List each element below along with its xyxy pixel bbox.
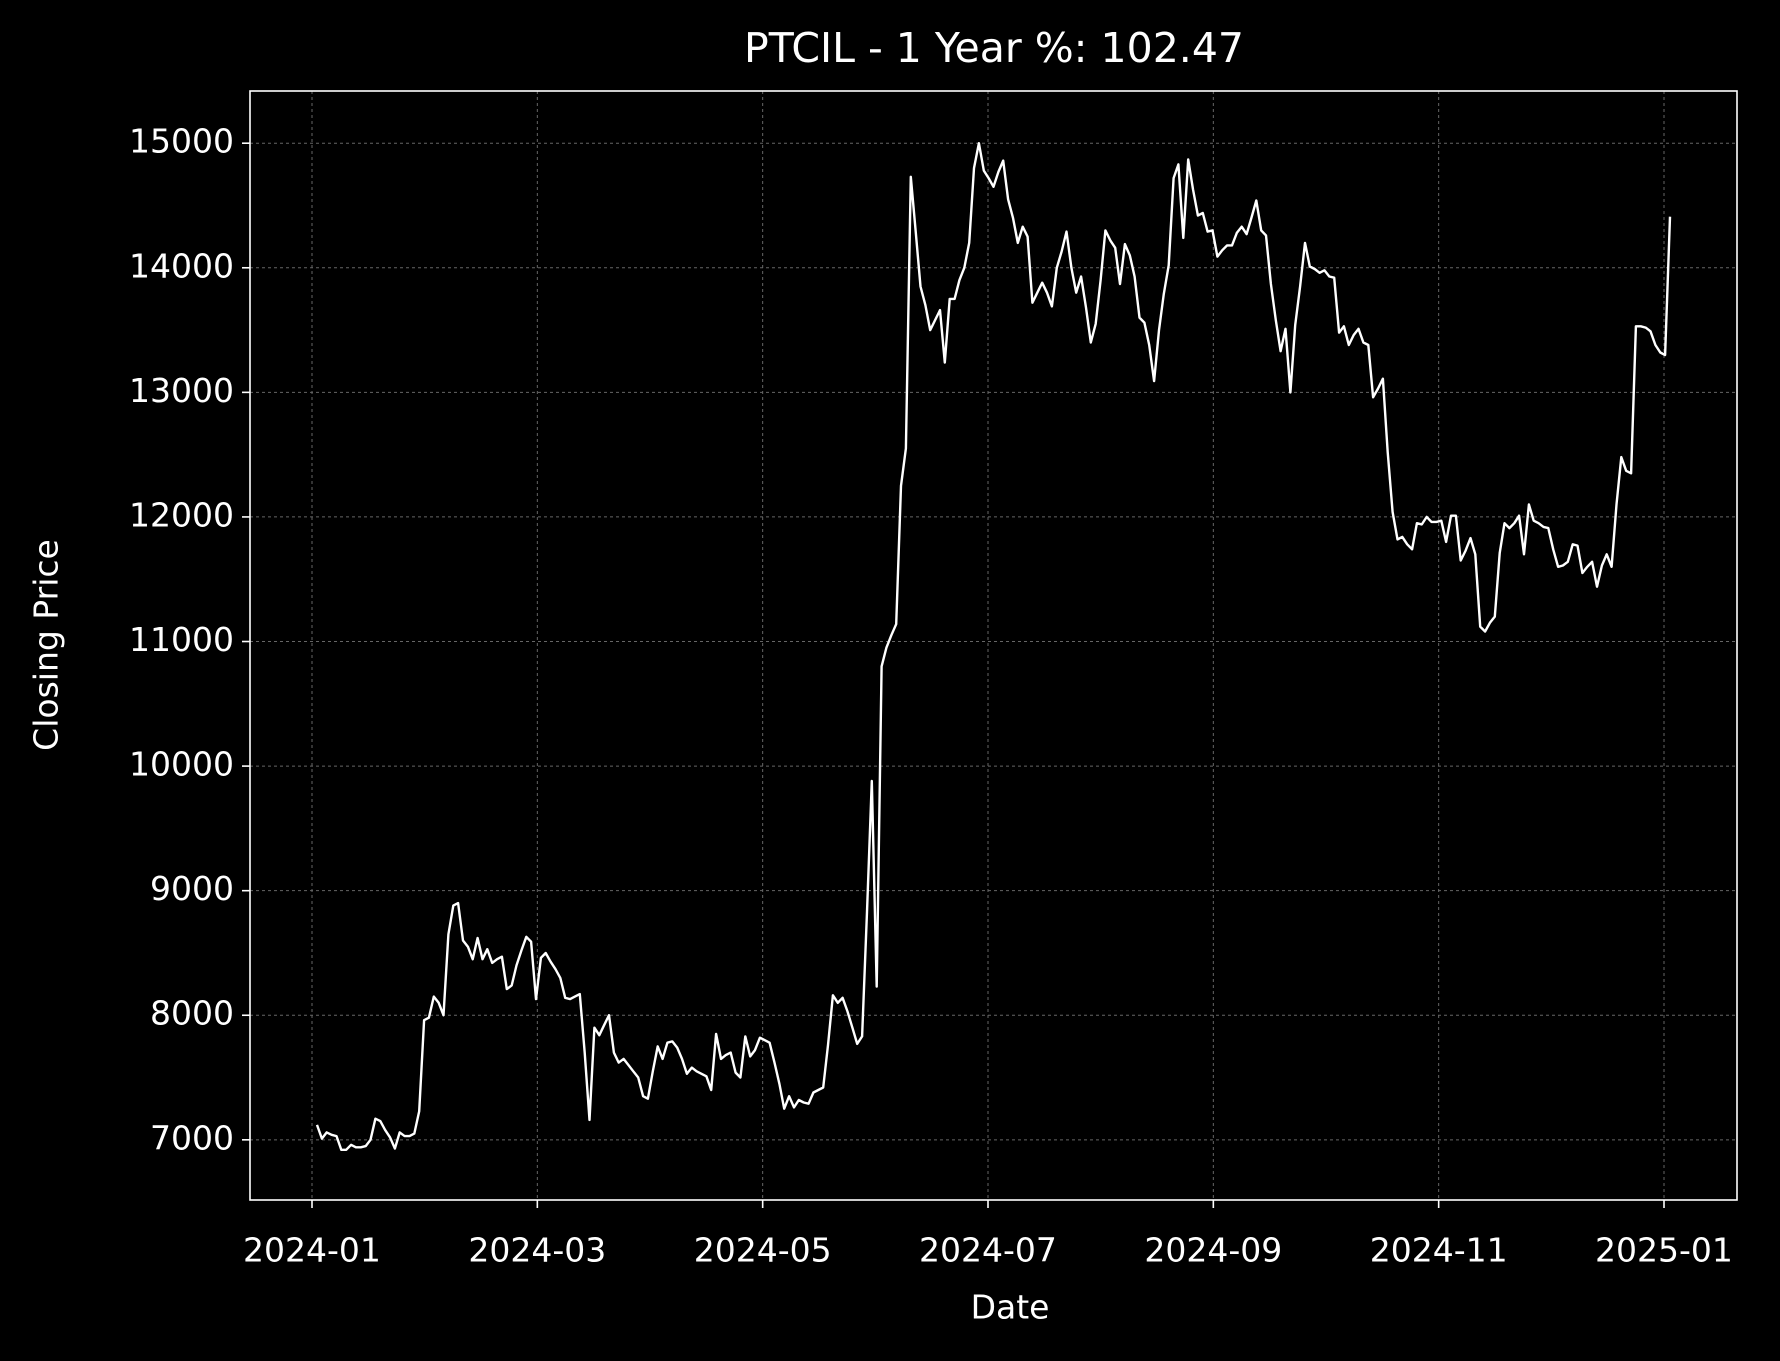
x-tick-label: 2024-07 — [919, 1231, 1057, 1270]
plot-frame — [249, 90, 1738, 1201]
price-line — [315, 141, 1672, 1152]
y-tick-label: 8000 — [150, 994, 234, 1033]
chart-title: PTCIL - 1 Year %: 102.47 — [744, 24, 1244, 72]
y-tick-label: 10000 — [129, 745, 234, 784]
x-tick-label: 2024-09 — [1144, 1231, 1282, 1270]
y-tick-label: 7000 — [150, 1118, 234, 1157]
x-tick-label: 2024-05 — [694, 1231, 832, 1270]
y-tick-label: 14000 — [129, 246, 234, 285]
y-tick-label: 13000 — [129, 371, 234, 410]
y-tick-label: 9000 — [150, 869, 234, 908]
x-tick-label: 2024-03 — [468, 1231, 606, 1270]
x-tick-label: 2024-11 — [1370, 1231, 1508, 1270]
y-axis-label: Closing Price — [27, 539, 66, 751]
x-tick-label: 2025-01 — [1595, 1231, 1733, 1270]
y-tick-label: 15000 — [129, 122, 234, 161]
x-tick-label: 2024-01 — [243, 1231, 381, 1270]
x-axis-label: Date — [971, 1288, 1050, 1327]
y-tick-label: 11000 — [129, 620, 234, 659]
y-tick-label: 12000 — [129, 495, 234, 534]
